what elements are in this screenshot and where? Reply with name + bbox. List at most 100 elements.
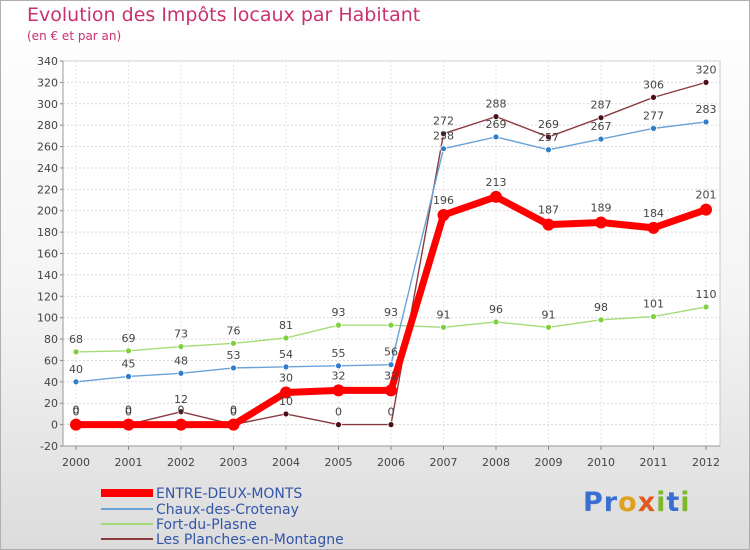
chart-title: Evolution des Impôts locaux par Habitant <box>27 4 421 26</box>
data-label: 288 <box>486 98 507 111</box>
series-point-0 <box>490 190 502 203</box>
data-label: 68 <box>69 333 83 346</box>
series-point-3 <box>440 130 447 138</box>
data-label: 0 <box>125 404 132 417</box>
data-label: 0 <box>230 404 237 417</box>
data-label: 93 <box>332 306 346 319</box>
series-point-3 <box>177 408 185 416</box>
series-point-1 <box>387 361 395 369</box>
data-label: 0 <box>230 406 237 419</box>
series-point-0 <box>647 221 660 234</box>
data-label: 91 <box>437 308 451 321</box>
y-tick-label: 340 <box>37 55 58 68</box>
data-label: 0 <box>178 404 185 417</box>
data-label: 272 <box>433 115 454 128</box>
series-point-2 <box>702 303 710 311</box>
y-tick-label: 100 <box>37 312 58 325</box>
logo-letter: t <box>666 487 681 518</box>
y-tick-label: -20 <box>40 440 58 453</box>
y-tick-label: 140 <box>37 269 58 282</box>
x-tick-label: 2011 <box>640 456 668 469</box>
x-tick-label: 2010 <box>587 456 615 469</box>
data-label: 184 <box>643 207 664 220</box>
data-label: 98 <box>594 301 608 314</box>
series-point-2 <box>125 347 132 355</box>
y-tick-label: 20 <box>44 397 58 410</box>
series-point-0 <box>70 418 82 431</box>
series-point-1 <box>702 118 710 126</box>
series-point-0 <box>542 218 555 231</box>
series-point-3 <box>492 113 500 121</box>
series-point-0 <box>227 418 240 431</box>
series-point-3 <box>650 93 657 101</box>
series-point-3 <box>387 421 395 429</box>
y-tick-label: 40 <box>44 376 58 389</box>
logo-letter: P <box>583 487 604 518</box>
data-label: 269 <box>538 118 559 131</box>
data-label: 32 <box>384 369 398 382</box>
data-label: 196 <box>433 194 454 207</box>
data-label: 53 <box>227 349 241 362</box>
series-point-2 <box>545 323 552 331</box>
logo-letter: i <box>680 487 691 518</box>
series-point-2 <box>650 313 657 320</box>
series-point-0 <box>332 384 345 397</box>
x-tick-label: 2004 <box>272 456 300 469</box>
data-label: 277 <box>643 109 664 122</box>
logo-letter: i <box>656 487 667 518</box>
series-point-0 <box>280 386 292 399</box>
x-tick-label: 2002 <box>167 456 195 469</box>
data-label: 45 <box>122 357 136 370</box>
data-label: 30 <box>279 372 293 385</box>
series-point-1 <box>125 373 132 380</box>
data-label: 93 <box>384 306 398 319</box>
y-tick-label: 240 <box>37 162 58 175</box>
y-tick-label: 280 <box>37 119 58 132</box>
data-label: 269 <box>486 118 507 131</box>
data-label: 0 <box>125 406 132 419</box>
series-point-2 <box>335 321 342 329</box>
y-tick-label: 0 <box>51 419 58 432</box>
series-point-0 <box>385 384 397 397</box>
proxiti-logo: Proxiti <box>583 487 691 518</box>
series-point-2 <box>230 339 237 347</box>
data-label: 56 <box>384 346 398 359</box>
x-tick-label: 2001 <box>115 456 143 469</box>
data-label: 0 <box>388 406 395 419</box>
data-label: 12 <box>174 393 188 406</box>
data-label: 32 <box>332 369 346 382</box>
series-point-2 <box>597 316 605 324</box>
y-tick-label: 300 <box>37 98 58 111</box>
data-label: 73 <box>174 328 188 341</box>
data-label: 0 <box>335 406 342 419</box>
y-tick-label: 220 <box>37 183 58 196</box>
x-tick-label: 2003 <box>220 456 248 469</box>
legend-label: ENTRE-DEUX-MONTS <box>156 486 302 502</box>
series-point-0 <box>595 216 607 229</box>
series-point-1 <box>230 364 237 372</box>
series-point-2 <box>440 323 447 331</box>
series-point-1 <box>335 362 342 370</box>
series-point-1 <box>492 133 500 141</box>
x-tick-label: 2000 <box>62 456 90 469</box>
data-label: 267 <box>591 120 612 133</box>
data-label: 54 <box>279 348 293 361</box>
legend-label: Les Planches-en-Montagne <box>156 532 344 548</box>
data-label: 96 <box>489 303 503 316</box>
series-point-0 <box>175 418 187 431</box>
data-label: 0 <box>73 404 80 417</box>
y-tick-label: 80 <box>44 333 58 346</box>
data-label: 201 <box>696 189 717 202</box>
series-point-3 <box>702 78 710 86</box>
data-label: 306 <box>643 78 664 91</box>
legend-swatch-1 <box>101 508 153 510</box>
legend-label: Chaux-des-Crotenay <box>156 502 299 518</box>
series-point-1 <box>282 363 290 371</box>
x-tick-label: 2007 <box>430 456 458 469</box>
series-point-0 <box>700 203 712 216</box>
chart-subtitle: (en € et par an) <box>27 29 122 43</box>
x-tick-label: 2005 <box>325 456 353 469</box>
logo-letter: r <box>603 487 619 518</box>
data-label: 101 <box>643 298 664 311</box>
